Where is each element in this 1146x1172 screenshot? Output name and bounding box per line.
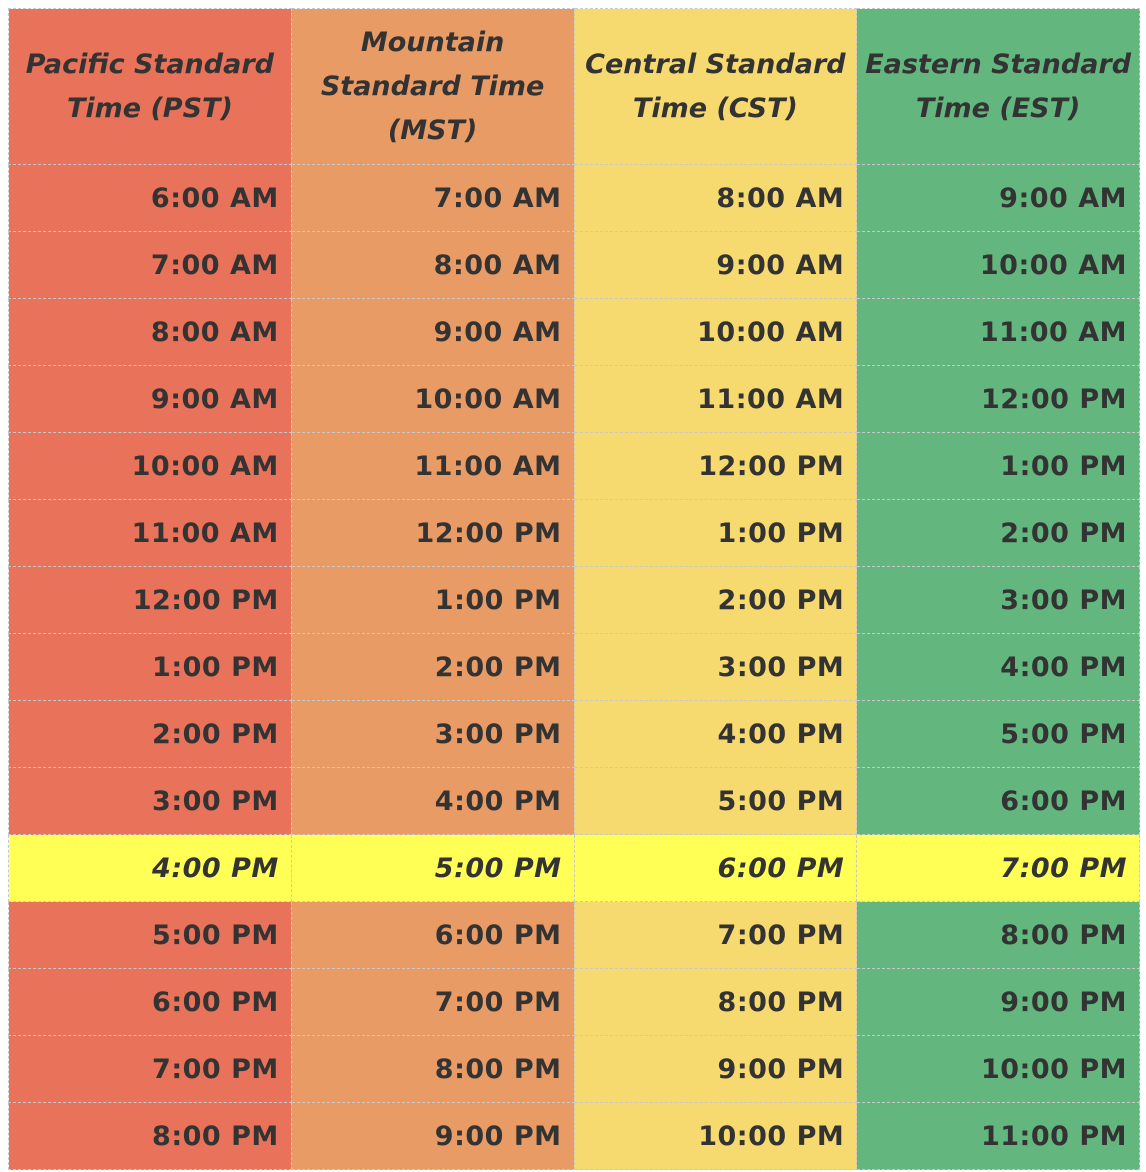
table-row: 8:00 AM 9:00 AM 10:00 AM 11:00 AM <box>8 298 1140 366</box>
column-header: Eastern Standard Time (EST) <box>856 8 1140 165</box>
time-cell: 6:00 PM <box>573 834 858 902</box>
time-cell: 7:00 AM <box>290 164 575 232</box>
time-cell: 12:00 PM <box>856 365 1140 433</box>
time-cell: 1:00 PM <box>290 566 575 634</box>
time-cell: 9:00 AM <box>8 365 292 433</box>
time-cell: 9:00 PM <box>573 1035 858 1103</box>
time-cell: 9:00 AM <box>290 298 575 366</box>
table-header: Pacific Standard Time (PST) Mountain Stan… <box>8 8 1140 165</box>
time-cell: 8:00 PM <box>8 1102 292 1170</box>
time-cell: 8:00 AM <box>290 231 575 299</box>
table-row: 9:00 AM 10:00 AM 11:00 AM 12:00 PM <box>8 365 1140 433</box>
time-cell: 4:00 PM <box>573 700 858 768</box>
time-cell: 9:00 PM <box>290 1102 575 1170</box>
table-row: 6:00 PM 7:00 PM 8:00 PM 9:00 PM <box>8 968 1140 1036</box>
time-cell: 7:00 PM <box>573 901 858 969</box>
table-row: 12:00 PM 1:00 PM 2:00 PM 3:00 PM <box>8 566 1140 634</box>
time-cell: 2:00 PM <box>8 700 292 768</box>
time-cell: 1:00 PM <box>573 499 858 567</box>
time-cell: 7:00 PM <box>8 1035 292 1103</box>
time-cell: 10:00 AM <box>856 231 1140 299</box>
time-cell: 11:00 AM <box>8 499 292 567</box>
table-row: 5:00 PM 6:00 PM 7:00 PM 8:00 PM <box>8 901 1140 969</box>
table-row: 7:00 AM 8:00 AM 9:00 AM 10:00 AM <box>8 231 1140 299</box>
time-cell: 6:00 PM <box>8 968 292 1036</box>
table-row: 1:00 PM 2:00 PM 3:00 PM 4:00 PM <box>8 633 1140 701</box>
time-cell: 8:00 PM <box>856 901 1140 969</box>
time-cell: 1:00 PM <box>8 633 292 701</box>
time-cell: 7:00 PM <box>290 968 575 1036</box>
table-row: 7:00 PM 8:00 PM 9:00 PM 10:00 PM <box>8 1035 1140 1103</box>
time-cell: 8:00 AM <box>573 164 858 232</box>
time-cell: 10:00 AM <box>573 298 858 366</box>
time-cell: 8:00 AM <box>8 298 292 366</box>
time-cell: 8:00 PM <box>573 968 858 1036</box>
time-cell: 10:00 PM <box>573 1102 858 1170</box>
time-cell: 12:00 PM <box>573 432 858 500</box>
time-cell: 10:00 AM <box>8 432 292 500</box>
time-cell: 4:00 PM <box>290 767 575 835</box>
table-row: 11:00 AM 12:00 PM 1:00 PM 2:00 PM <box>8 499 1140 567</box>
time-cell: 7:00 PM <box>856 834 1140 902</box>
time-cell: 10:00 PM <box>856 1035 1140 1103</box>
time-cell: 11:00 AM <box>573 365 858 433</box>
time-cell: 9:00 AM <box>573 231 858 299</box>
time-cell: 6:00 AM <box>8 164 292 232</box>
time-cell: 4:00 PM <box>8 834 292 902</box>
time-cell: 5:00 PM <box>573 767 858 835</box>
time-zone-table: Pacific Standard Time (PST) Mountain Stan… <box>8 8 1140 1170</box>
time-cell: 6:00 PM <box>856 767 1140 835</box>
time-cell: 2:00 PM <box>573 566 858 634</box>
time-cell: 3:00 PM <box>290 700 575 768</box>
time-cell: 3:00 PM <box>856 566 1140 634</box>
time-cell: 3:00 PM <box>573 633 858 701</box>
column-header: Pacific Standard Time (PST) <box>8 8 292 165</box>
time-cell: 5:00 PM <box>856 700 1140 768</box>
table-row: 2:00 PM 3:00 PM 4:00 PM 5:00 PM <box>8 700 1140 768</box>
header-row: Pacific Standard Time (PST) Mountain Stan… <box>8 8 1140 165</box>
time-cell: 7:00 AM <box>8 231 292 299</box>
time-cell: 4:00 PM <box>856 633 1140 701</box>
time-cell: 11:00 AM <box>290 432 575 500</box>
table-row: 6:00 AM 7:00 AM 8:00 AM 9:00 AM <box>8 164 1140 232</box>
time-cell: 8:00 PM <box>290 1035 575 1103</box>
time-cell: 5:00 PM <box>8 901 292 969</box>
time-cell: 3:00 PM <box>8 767 292 835</box>
table-row: 3:00 PM 4:00 PM 5:00 PM 6:00 PM <box>8 767 1140 835</box>
time-cell: 9:00 PM <box>856 968 1140 1036</box>
time-cell: 12:00 PM <box>8 566 292 634</box>
time-cell: 11:00 AM <box>856 298 1140 366</box>
column-header: Mountain Standard Time (MST) <box>290 8 575 165</box>
time-cell: 9:00 AM <box>856 164 1140 232</box>
table-row: 4:00 PM 5:00 PM 6:00 PM 7:00 PM <box>8 834 1140 902</box>
time-cell: 2:00 PM <box>290 633 575 701</box>
time-cell: 1:00 PM <box>856 432 1140 500</box>
time-cell: 11:00 PM <box>856 1102 1140 1170</box>
time-cell: 5:00 PM <box>290 834 575 902</box>
time-cell: 2:00 PM <box>856 499 1140 567</box>
table-body: 6:00 AM 7:00 AM 8:00 AM 9:00 AM 7:00 AM 8:00 … <box>8 164 1140 1170</box>
time-cell: 10:00 AM <box>290 365 575 433</box>
time-cell: 12:00 PM <box>290 499 575 567</box>
time-cell: 6:00 PM <box>290 901 575 969</box>
table-row: 8:00 PM 9:00 PM 10:00 PM 11:00 PM <box>8 1102 1140 1170</box>
table-row: 10:00 AM 11:00 AM 12:00 PM 1:00 PM <box>8 432 1140 500</box>
column-header: Central Standard Time (CST) <box>573 8 858 165</box>
